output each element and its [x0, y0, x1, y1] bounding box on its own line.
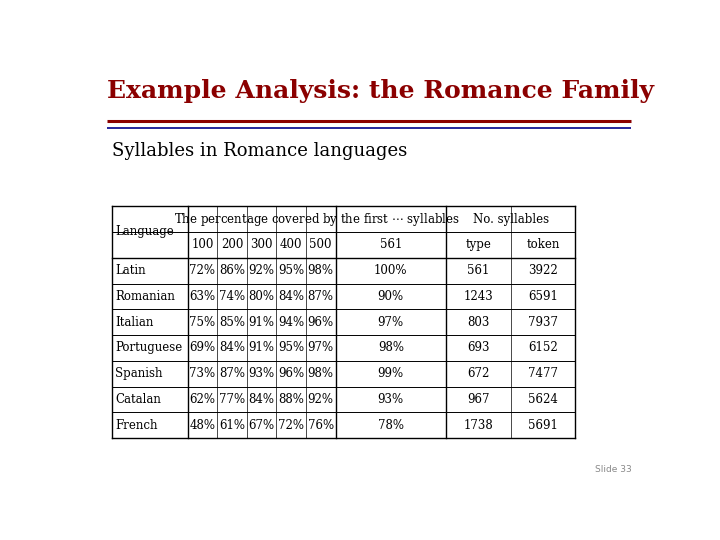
Text: 3922: 3922 — [528, 264, 558, 277]
Text: 48%: 48% — [189, 419, 215, 432]
Text: Italian: Italian — [115, 316, 153, 329]
Text: Romanian: Romanian — [115, 290, 175, 303]
Text: French: French — [115, 419, 158, 432]
Text: Language: Language — [115, 226, 174, 239]
Text: 1243: 1243 — [464, 290, 493, 303]
Text: 92%: 92% — [248, 264, 274, 277]
Text: 80%: 80% — [248, 290, 274, 303]
Text: 78%: 78% — [378, 419, 404, 432]
Text: Slide 33: Slide 33 — [595, 465, 631, 474]
Text: 90%: 90% — [378, 290, 404, 303]
Text: 76%: 76% — [307, 419, 334, 432]
Text: 69%: 69% — [189, 341, 215, 354]
Text: 1738: 1738 — [464, 419, 493, 432]
Text: 94%: 94% — [278, 316, 305, 329]
Text: 300: 300 — [251, 238, 273, 251]
Text: 87%: 87% — [307, 290, 334, 303]
Text: 86%: 86% — [219, 264, 245, 277]
Text: 95%: 95% — [278, 264, 305, 277]
Text: 72%: 72% — [278, 419, 304, 432]
Text: 100: 100 — [192, 238, 214, 251]
Text: token: token — [527, 238, 560, 251]
Text: Latin: Latin — [115, 264, 145, 277]
Text: 6591: 6591 — [528, 290, 558, 303]
Text: Spanish: Spanish — [115, 367, 163, 380]
Text: 91%: 91% — [248, 341, 274, 354]
Text: 93%: 93% — [378, 393, 404, 406]
Text: 67%: 67% — [248, 419, 274, 432]
Text: Portuguese: Portuguese — [115, 341, 182, 354]
Text: 99%: 99% — [378, 367, 404, 380]
Text: 61%: 61% — [219, 419, 245, 432]
Text: 84%: 84% — [219, 341, 245, 354]
Text: 97%: 97% — [378, 316, 404, 329]
Text: 62%: 62% — [189, 393, 215, 406]
Text: 693: 693 — [467, 341, 490, 354]
Text: type: type — [466, 238, 492, 251]
Text: 95%: 95% — [278, 341, 305, 354]
Text: 200: 200 — [221, 238, 243, 251]
Text: 91%: 91% — [248, 316, 274, 329]
Text: 5691: 5691 — [528, 419, 558, 432]
Text: 6152: 6152 — [528, 341, 558, 354]
Text: 77%: 77% — [219, 393, 245, 406]
Text: No. syllables: No. syllables — [472, 213, 549, 226]
Text: 7477: 7477 — [528, 367, 559, 380]
Text: 96%: 96% — [307, 316, 334, 329]
Text: 97%: 97% — [307, 341, 334, 354]
Text: 803: 803 — [467, 316, 490, 329]
Text: 967: 967 — [467, 393, 490, 406]
Text: 74%: 74% — [219, 290, 245, 303]
Text: 72%: 72% — [189, 264, 215, 277]
Text: 98%: 98% — [378, 341, 404, 354]
Text: Syllables in Romance languages: Syllables in Romance languages — [112, 141, 408, 160]
Text: 561: 561 — [467, 264, 490, 277]
Text: Example Analysis: the Romance Family: Example Analysis: the Romance Family — [107, 79, 654, 103]
Text: 84%: 84% — [248, 393, 274, 406]
Text: 85%: 85% — [219, 316, 245, 329]
Text: 672: 672 — [467, 367, 490, 380]
Text: 400: 400 — [280, 238, 302, 251]
Text: 7937: 7937 — [528, 316, 559, 329]
Text: 63%: 63% — [189, 290, 215, 303]
Text: 98%: 98% — [307, 367, 334, 380]
Text: 84%: 84% — [278, 290, 304, 303]
Text: 73%: 73% — [189, 367, 215, 380]
Text: 500: 500 — [310, 238, 332, 251]
Text: 98%: 98% — [307, 264, 334, 277]
Text: 92%: 92% — [307, 393, 334, 406]
Text: The percentage covered by the first $\cdots$ syllables: The percentage covered by the first $\cd… — [174, 211, 459, 227]
Text: 561: 561 — [379, 238, 402, 251]
Text: 87%: 87% — [219, 367, 245, 380]
Text: 96%: 96% — [278, 367, 305, 380]
Text: Catalan: Catalan — [115, 393, 161, 406]
Text: 100%: 100% — [374, 264, 408, 277]
Text: 5624: 5624 — [528, 393, 558, 406]
Text: 88%: 88% — [278, 393, 304, 406]
Text: 93%: 93% — [248, 367, 274, 380]
Text: 75%: 75% — [189, 316, 215, 329]
